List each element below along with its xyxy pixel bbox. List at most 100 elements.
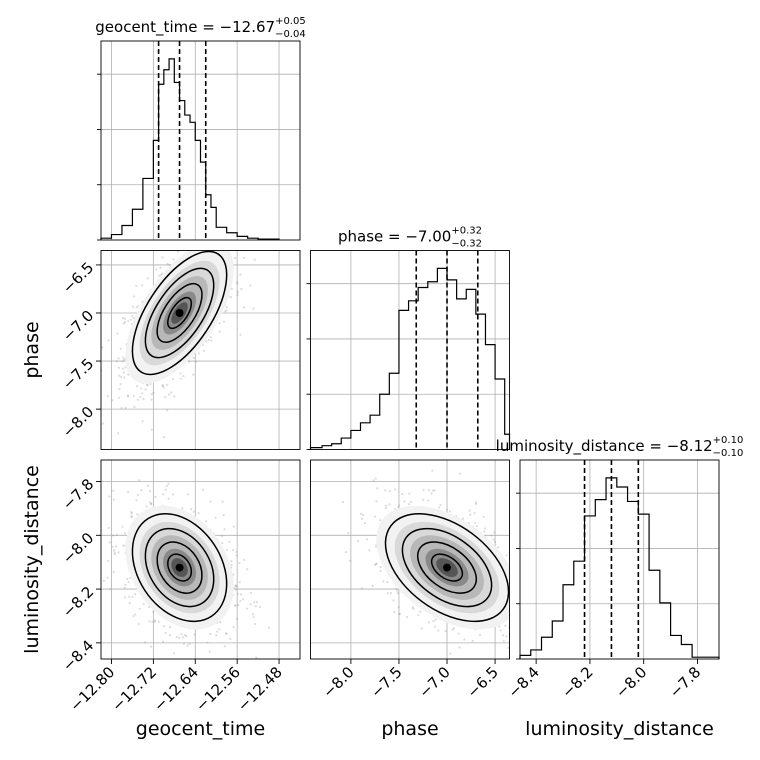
- sample-point: [228, 540, 231, 543]
- sample-point: [397, 606, 400, 609]
- sample-point: [439, 503, 442, 506]
- sample-point: [452, 627, 455, 630]
- sample-point: [135, 499, 138, 502]
- y-axis-phase: −8.0 −7.5 −7.0 −6.5 phase: [21, 259, 101, 441]
- sample-point: [112, 549, 116, 552]
- sample-point: [375, 500, 378, 503]
- sample-point: [225, 309, 228, 312]
- sample-point: [206, 641, 209, 644]
- contour-line: [167, 553, 193, 582]
- sample-point: [133, 295, 136, 298]
- sample-point: [411, 606, 414, 609]
- sample-point: [97, 501, 99, 503]
- axes-frame: [519, 459, 720, 660]
- sample-point: [152, 610, 155, 614]
- sample-point: [396, 592, 399, 595]
- sample-point: [222, 234, 224, 236]
- sample-point: [521, 585, 523, 587]
- sample-point: [186, 493, 189, 496]
- sample-point: [146, 277, 149, 280]
- sample-point: [254, 622, 257, 626]
- sample-point: [205, 520, 208, 523]
- median-marker: [175, 308, 184, 317]
- sample-point: [427, 621, 430, 624]
- sample-point: [419, 610, 422, 613]
- sample-point: [360, 587, 363, 590]
- sample-point: [173, 652, 176, 655]
- sample-point: [115, 533, 118, 536]
- hist-step-line: [519, 477, 720, 659]
- sample-point: [224, 310, 227, 313]
- sample-point: [125, 443, 127, 445]
- sample-point: [223, 236, 225, 238]
- sample-point: [163, 625, 166, 628]
- sample-point: [373, 515, 376, 518]
- sample-point: [137, 493, 140, 497]
- sample-point: [372, 479, 375, 482]
- sample-point: [432, 619, 435, 623]
- sample-point: [521, 573, 523, 575]
- sample-point: [234, 219, 236, 221]
- sample-point: [224, 632, 228, 635]
- sample-point: [252, 613, 255, 616]
- sample-point: [235, 550, 238, 553]
- panel-luminosity_distance-vs-phase: [310, 459, 539, 661]
- sample-point: [162, 386, 165, 389]
- sample-point: [526, 624, 528, 626]
- sample-point: [255, 656, 258, 659]
- sample-point: [164, 631, 167, 635]
- sample-point: [468, 659, 470, 661]
- sample-point: [264, 221, 266, 223]
- x-axis-luminosity_distance: −8.4 −8.2 −8.0 −7.8 luminosity_distance: [504, 659, 714, 740]
- hist-step-line: [100, 58, 280, 240]
- sample-point: [213, 247, 215, 249]
- sample-point: [205, 340, 208, 343]
- sample-point: [157, 620, 160, 623]
- sample-point: [255, 601, 259, 604]
- sample-point: [239, 333, 242, 336]
- contour-line: [131, 513, 228, 623]
- sample-point: [537, 610, 539, 612]
- sample-point: [168, 263, 171, 266]
- sample-point: [357, 540, 360, 543]
- sample-point: [249, 603, 252, 606]
- sample-point: [193, 633, 196, 636]
- sample-point: [197, 512, 200, 515]
- sample-point: [229, 296, 232, 299]
- sample-point: [236, 291, 239, 294]
- sample-point: [185, 634, 188, 638]
- sample-point: [122, 544, 125, 547]
- sample-point: [176, 250, 180, 253]
- contour-line: [156, 541, 203, 594]
- sample-point: [250, 221, 252, 223]
- sample-point: [238, 562, 241, 565]
- sample-point: [150, 393, 153, 396]
- y-tick-label: −8.2: [59, 583, 97, 621]
- contour-line: [167, 296, 193, 330]
- sample-point: [181, 507, 184, 510]
- sample-point: [136, 513, 139, 516]
- sample-point: [162, 493, 165, 496]
- sample-point: [153, 619, 157, 622]
- y-tick-label: −7.0: [59, 307, 97, 345]
- sample-point: [218, 322, 221, 325]
- x-tick-label: −6.5: [463, 663, 501, 701]
- sample-point: [149, 645, 153, 648]
- sample-point: [475, 525, 478, 528]
- sample-point: [395, 589, 399, 592]
- sample-point: [207, 338, 210, 342]
- sample-point: [512, 602, 514, 604]
- x-tick-label: −12.48: [234, 663, 286, 715]
- sample-point: [399, 612, 402, 615]
- sample-point: [230, 287, 233, 290]
- sample-point: [422, 498, 425, 501]
- sample-point: [140, 387, 143, 390]
- y-tick-label: −8.0: [59, 403, 97, 441]
- sample-point: [123, 317, 127, 320]
- sample-point: [420, 627, 423, 630]
- x-axis-label-luminosity_distance: luminosity_distance: [525, 718, 714, 740]
- sample-point: [232, 525, 235, 528]
- sample-point: [178, 636, 181, 639]
- sample-point: [240, 288, 243, 291]
- sample-point: [183, 634, 186, 637]
